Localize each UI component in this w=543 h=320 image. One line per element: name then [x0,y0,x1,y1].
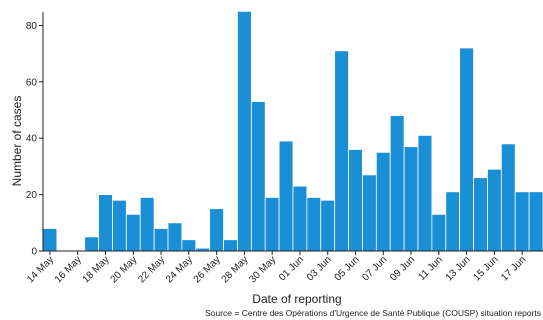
bar-24-may [181,239,197,252]
bar-26-may [209,208,224,252]
y-axis-ticks: 0 20 40 60 80 [26,21,43,258]
bar-04-jun [334,50,349,252]
y-tick-label: 40 [26,134,38,145]
y-axis-title: Number of cases [10,96,24,187]
bar-20-may [125,213,141,252]
y-tick-label: 80 [26,21,38,32]
bar-18-may [98,194,113,252]
bar-28-may [237,10,252,252]
bar-05-jun [348,149,363,252]
bar-10-jun [417,134,433,252]
bar-11-jun [431,213,447,252]
x-tick-label: 24 May [164,254,195,285]
y-tick-label: 0 [31,247,37,258]
bar-09-jun [403,146,419,252]
bar-15-jun [487,168,502,252]
x-tick-label: 09 Jun [388,254,417,283]
x-tick-label: 28 May [220,254,251,285]
bar-12-jun [445,191,461,252]
source-note: Source = Centre des Opérations d'Urgence… [205,308,541,318]
bar-29-may [250,101,266,252]
bars-group [42,10,543,252]
x-tick-label: 14 May [25,254,56,285]
x-tick-label: 22 May [136,254,167,285]
bar-02-jun [306,197,322,252]
bar-30-may [264,197,280,252]
y-tick-label: 60 [26,77,38,88]
bar-18-jun [528,191,543,252]
x-tick-label: 03 Jun [305,254,334,283]
bar-23-may [167,222,183,252]
bar-21-may [139,197,155,252]
x-axis-title: Date of reporting [252,292,341,306]
x-tick-label: 11 Jun [416,254,444,282]
x-tick-label: 05 Jun [333,254,362,283]
x-tick-label: 07 Jun [360,254,389,283]
bar-06-jun [362,174,377,252]
bar-27-may [223,239,238,252]
bar-22-may [153,228,169,252]
x-tick-label: 16 May [53,254,84,285]
x-tick-label: 13 Jun [444,254,473,283]
x-tick-label: 26 May [192,254,223,285]
bar-03-jun [320,199,336,252]
x-tick-label: 20 May [108,254,139,285]
bar-16-jun [500,143,516,252]
bar-14-jun [473,177,488,252]
y-tick-label: 20 [26,190,38,201]
x-tick-label: 17 Jun [499,254,528,283]
bar-31-may [278,140,294,252]
x-tick-label: 01 Jun [277,254,306,283]
x-tick-label: 15 Jun [471,254,500,283]
bar-13-jun [459,47,474,252]
bar-14-may [42,228,58,252]
bar-17-may [84,236,99,252]
bar-19-may [112,199,127,252]
x-tick-label: 18 May [81,254,112,285]
bar-08-jun [389,115,405,252]
bar-01-jun [292,185,308,252]
bar-07-jun [375,151,391,252]
bar-17-jun [514,191,530,252]
x-tick-label: 30 May [247,254,278,285]
